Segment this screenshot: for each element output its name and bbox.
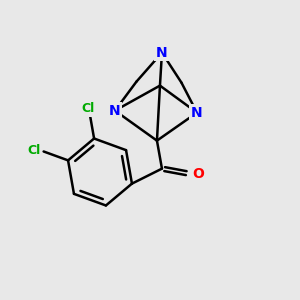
Text: N: N [191, 106, 203, 120]
Text: N: N [109, 103, 121, 118]
Text: Cl: Cl [28, 144, 41, 157]
Text: N: N [156, 46, 168, 60]
Text: O: O [192, 167, 204, 181]
Text: Cl: Cl [81, 103, 94, 116]
